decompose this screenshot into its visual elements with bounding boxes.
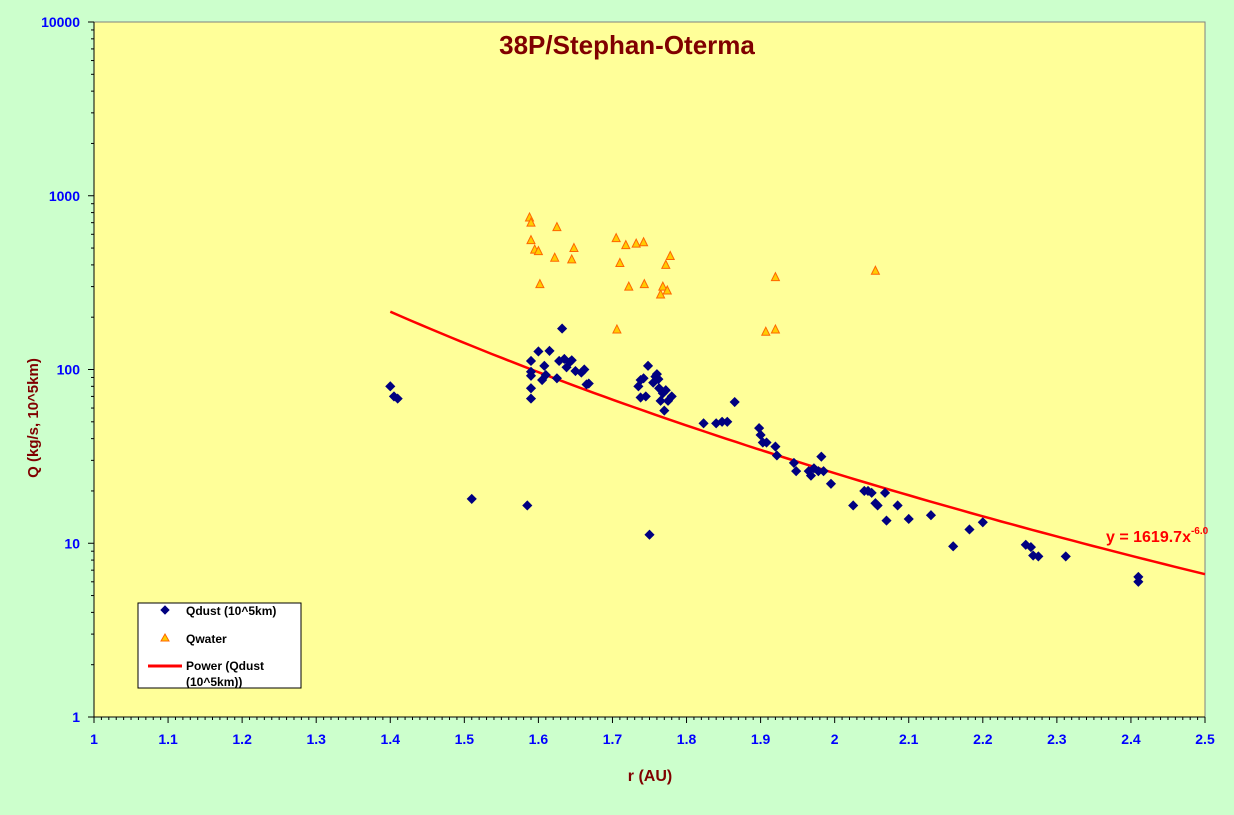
x-tick-label: 2.5: [1195, 731, 1215, 747]
x-tick-label: 1.7: [603, 731, 623, 747]
x-axis-label: r (AU): [628, 768, 672, 785]
x-tick-label: 2.4: [1121, 731, 1141, 747]
x-tick-label: 1.4: [381, 731, 401, 747]
x-tick-label: 2.2: [973, 731, 993, 747]
x-tick-label: 2.1: [899, 731, 919, 747]
x-tick-label: 1.3: [306, 731, 326, 747]
x-tick-label: 1.1: [158, 731, 178, 747]
chart-svg: 1 1.1 1.2 1.3 1.4 1.5 1.6 1.7 1.8 1.9 2 2.1 2.2 2.3 2.…: [0, 0, 1234, 810]
x-tick-label: 2.3: [1047, 731, 1067, 747]
y-tick-label: 100: [57, 362, 81, 378]
legend-qwater-label: Qwater: [186, 632, 227, 646]
x-tick-label: 1.5: [455, 731, 475, 747]
chart-title: 38P/Stephan-Oterma: [499, 30, 755, 60]
y-tick-label: 1000: [49, 188, 80, 204]
x-tick-label: 1.2: [232, 731, 252, 747]
y-tick-label: 10: [64, 535, 80, 551]
x-tick-label: 1.6: [529, 731, 549, 747]
x-tick-label: 2: [831, 731, 839, 747]
legend-power-label-line1: Power (Qdust: [186, 659, 264, 673]
legend: Qdust (10^5km) Qwater Power (Qdust (10^5…: [138, 603, 301, 689]
x-tick-label: 1.9: [751, 731, 771, 747]
x-tick-label: 1.8: [677, 731, 697, 747]
x-tick-label: 1: [90, 731, 98, 747]
y-tick-label: 10000: [41, 14, 80, 30]
y-tick-label: 1: [72, 709, 80, 725]
legend-qdust-label: Qdust (10^5km): [186, 604, 276, 618]
legend-power-label-line2: (10^5km)): [186, 675, 242, 689]
y-axis-label: Q (kg/s, 10^5km): [25, 358, 42, 478]
chart-area: 1 1.1 1.2 1.3 1.4 1.5 1.6 1.7 1.8 1.9 2 2.1 2.2 2.3 2.…: [0, 0, 1234, 810]
